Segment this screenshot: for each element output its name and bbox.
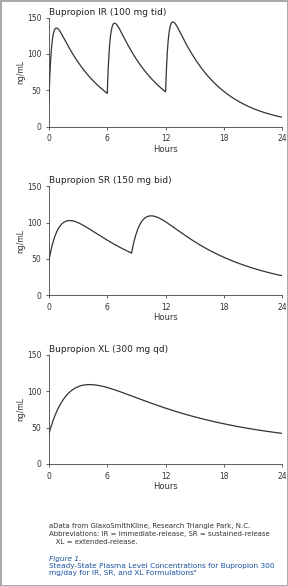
Y-axis label: ng/mL: ng/mL [16, 229, 25, 253]
Text: Bupropion SR (150 mg bid): Bupropion SR (150 mg bid) [49, 176, 172, 185]
X-axis label: Hours: Hours [153, 145, 178, 154]
Text: aData from GlaxoSmithKline, Research Triangle Park, N.C.
Abbreviations: IR = imm: aData from GlaxoSmithKline, Research Tri… [49, 523, 270, 546]
Text: Steady-State Plasma Level Concentrations for Bupropion 300: Steady-State Plasma Level Concentrations… [49, 563, 274, 569]
Text: Bupropion IR (100 mg tid): Bupropion IR (100 mg tid) [49, 8, 166, 17]
X-axis label: Hours: Hours [153, 314, 178, 322]
Text: Bupropion XL (300 mg qd): Bupropion XL (300 mg qd) [49, 345, 168, 354]
X-axis label: Hours: Hours [153, 482, 178, 491]
Text: Figure 1.: Figure 1. [49, 556, 82, 563]
Text: mg/day for IR, SR, and XL Formulationsᵃ: mg/day for IR, SR, and XL Formulationsᵃ [49, 570, 197, 576]
Y-axis label: ng/mL: ng/mL [16, 60, 25, 84]
Y-axis label: ng/mL: ng/mL [16, 397, 25, 421]
